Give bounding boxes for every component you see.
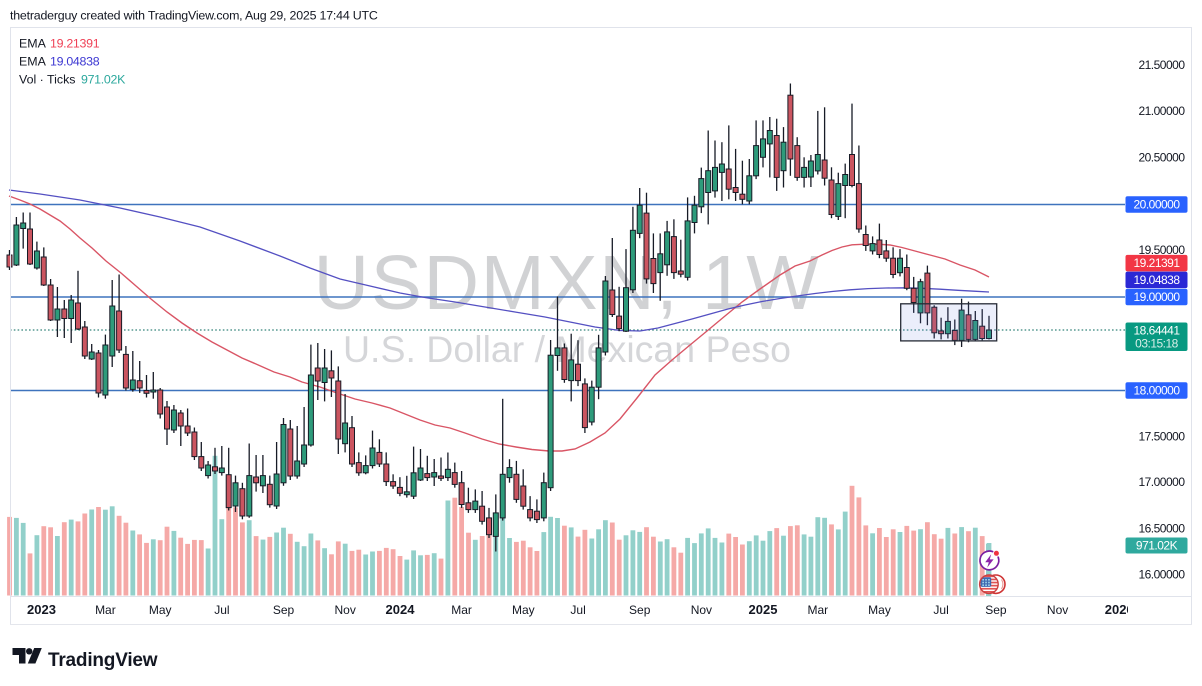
svg-text:20.00000: 20.00000 (1133, 198, 1180, 212)
svg-text:16.50000: 16.50000 (1138, 522, 1185, 536)
svg-text:16.00000: 16.00000 (1138, 568, 1185, 582)
svg-text:2023: 2023 (27, 602, 56, 617)
svg-text:17.50000: 17.50000 (1138, 430, 1185, 444)
svg-text:Nov: Nov (1047, 603, 1068, 617)
svg-text:19.04838: 19.04838 (50, 55, 100, 69)
svg-text:Nov: Nov (335, 603, 356, 617)
svg-text:USDMXN, 1W: USDMXN, 1W (314, 240, 821, 326)
svg-text:May: May (868, 603, 891, 617)
svg-text:2026: 2026 (1105, 602, 1134, 617)
svg-text:Sep: Sep (273, 603, 295, 617)
svg-text:Nov: Nov (691, 603, 712, 617)
svg-text:19.04838: 19.04838 (1133, 273, 1180, 287)
svg-text:03:15:18: 03:15:18 (1135, 337, 1179, 351)
svg-text:19.00000: 19.00000 (1133, 290, 1180, 304)
svg-text:EMA: EMA (19, 37, 47, 51)
svg-text:thetraderguy created with Trad: thetraderguy created with TradingView.co… (10, 9, 378, 23)
svg-text:2025: 2025 (749, 602, 778, 617)
svg-text:20.50000: 20.50000 (1138, 151, 1185, 165)
svg-text:Jul: Jul (933, 603, 948, 617)
svg-text:Vol · Ticks: Vol · Ticks (19, 73, 75, 87)
svg-text:19.21391: 19.21391 (1133, 256, 1180, 270)
svg-text:Mar: Mar (807, 603, 828, 617)
svg-text:Mar: Mar (451, 603, 472, 617)
svg-text:Jul: Jul (570, 603, 585, 617)
svg-text:21.50000: 21.50000 (1138, 58, 1185, 72)
svg-text:Sep: Sep (985, 603, 1007, 617)
svg-text:EMA: EMA (19, 55, 47, 69)
svg-text:May: May (512, 603, 535, 617)
svg-text:971.02K: 971.02K (1136, 539, 1178, 553)
svg-text:19.21391: 19.21391 (50, 37, 100, 51)
svg-text:19.50000: 19.50000 (1138, 243, 1185, 257)
svg-text:21.00000: 21.00000 (1138, 104, 1185, 118)
svg-text:TradingView: TradingView (48, 650, 158, 671)
svg-text:18.64441: 18.64441 (1133, 324, 1180, 338)
svg-text:2024: 2024 (386, 602, 416, 617)
svg-text:18.00000: 18.00000 (1133, 384, 1180, 398)
svg-text:971.02K: 971.02K (81, 73, 126, 87)
svg-text:17.00000: 17.00000 (1138, 475, 1185, 489)
svg-text:Jul: Jul (214, 603, 229, 617)
svg-text:Sep: Sep (629, 603, 651, 617)
svg-text:Mar: Mar (95, 603, 116, 617)
svg-text:May: May (149, 603, 172, 617)
